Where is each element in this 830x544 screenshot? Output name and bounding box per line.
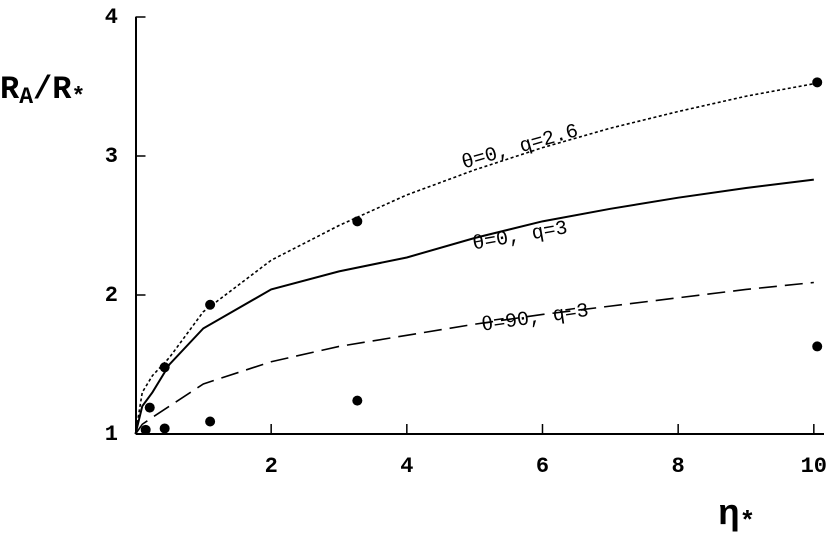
series-line <box>134 281 814 435</box>
x-tick-label: 2 <box>265 454 278 479</box>
series-line <box>134 178 814 435</box>
series-label: θ=0, q=2.6 <box>459 120 581 175</box>
series-label: θ=90, q=3 <box>480 300 590 338</box>
y-axis-label-part: R <box>0 71 20 108</box>
x-tick-label: 10 <box>801 454 827 479</box>
data-point <box>144 402 155 413</box>
x-tick-label: 4 <box>400 454 413 479</box>
y-tick-label: 1 <box>105 422 118 447</box>
data-point <box>812 341 823 352</box>
x-axis-label-part: η <box>718 494 740 535</box>
data-point <box>352 395 363 406</box>
x-tick-label: 8 <box>672 454 685 479</box>
y-axis-label: RA/R* <box>0 71 85 110</box>
x-tick-label: 6 <box>536 454 549 479</box>
data-point <box>159 423 170 434</box>
data-point <box>352 216 363 227</box>
data-point <box>205 299 216 310</box>
y-tick-label: 4 <box>105 5 118 30</box>
y-tick-label: 2 <box>105 283 118 308</box>
data-point <box>159 362 170 373</box>
y-axis-label-part: * <box>71 84 85 110</box>
data-point <box>812 77 823 88</box>
series-label: θ=0, q=3 <box>471 217 570 256</box>
y-axis-label-part: /R <box>33 71 72 108</box>
data-point <box>140 424 151 435</box>
x-axis-label-part: * <box>740 507 756 537</box>
data-point <box>205 416 216 427</box>
y-tick-label: 3 <box>105 144 118 169</box>
series-line <box>134 82 814 435</box>
y-axis-label-part: A <box>19 84 33 110</box>
x-axis-label: η* <box>718 494 755 537</box>
